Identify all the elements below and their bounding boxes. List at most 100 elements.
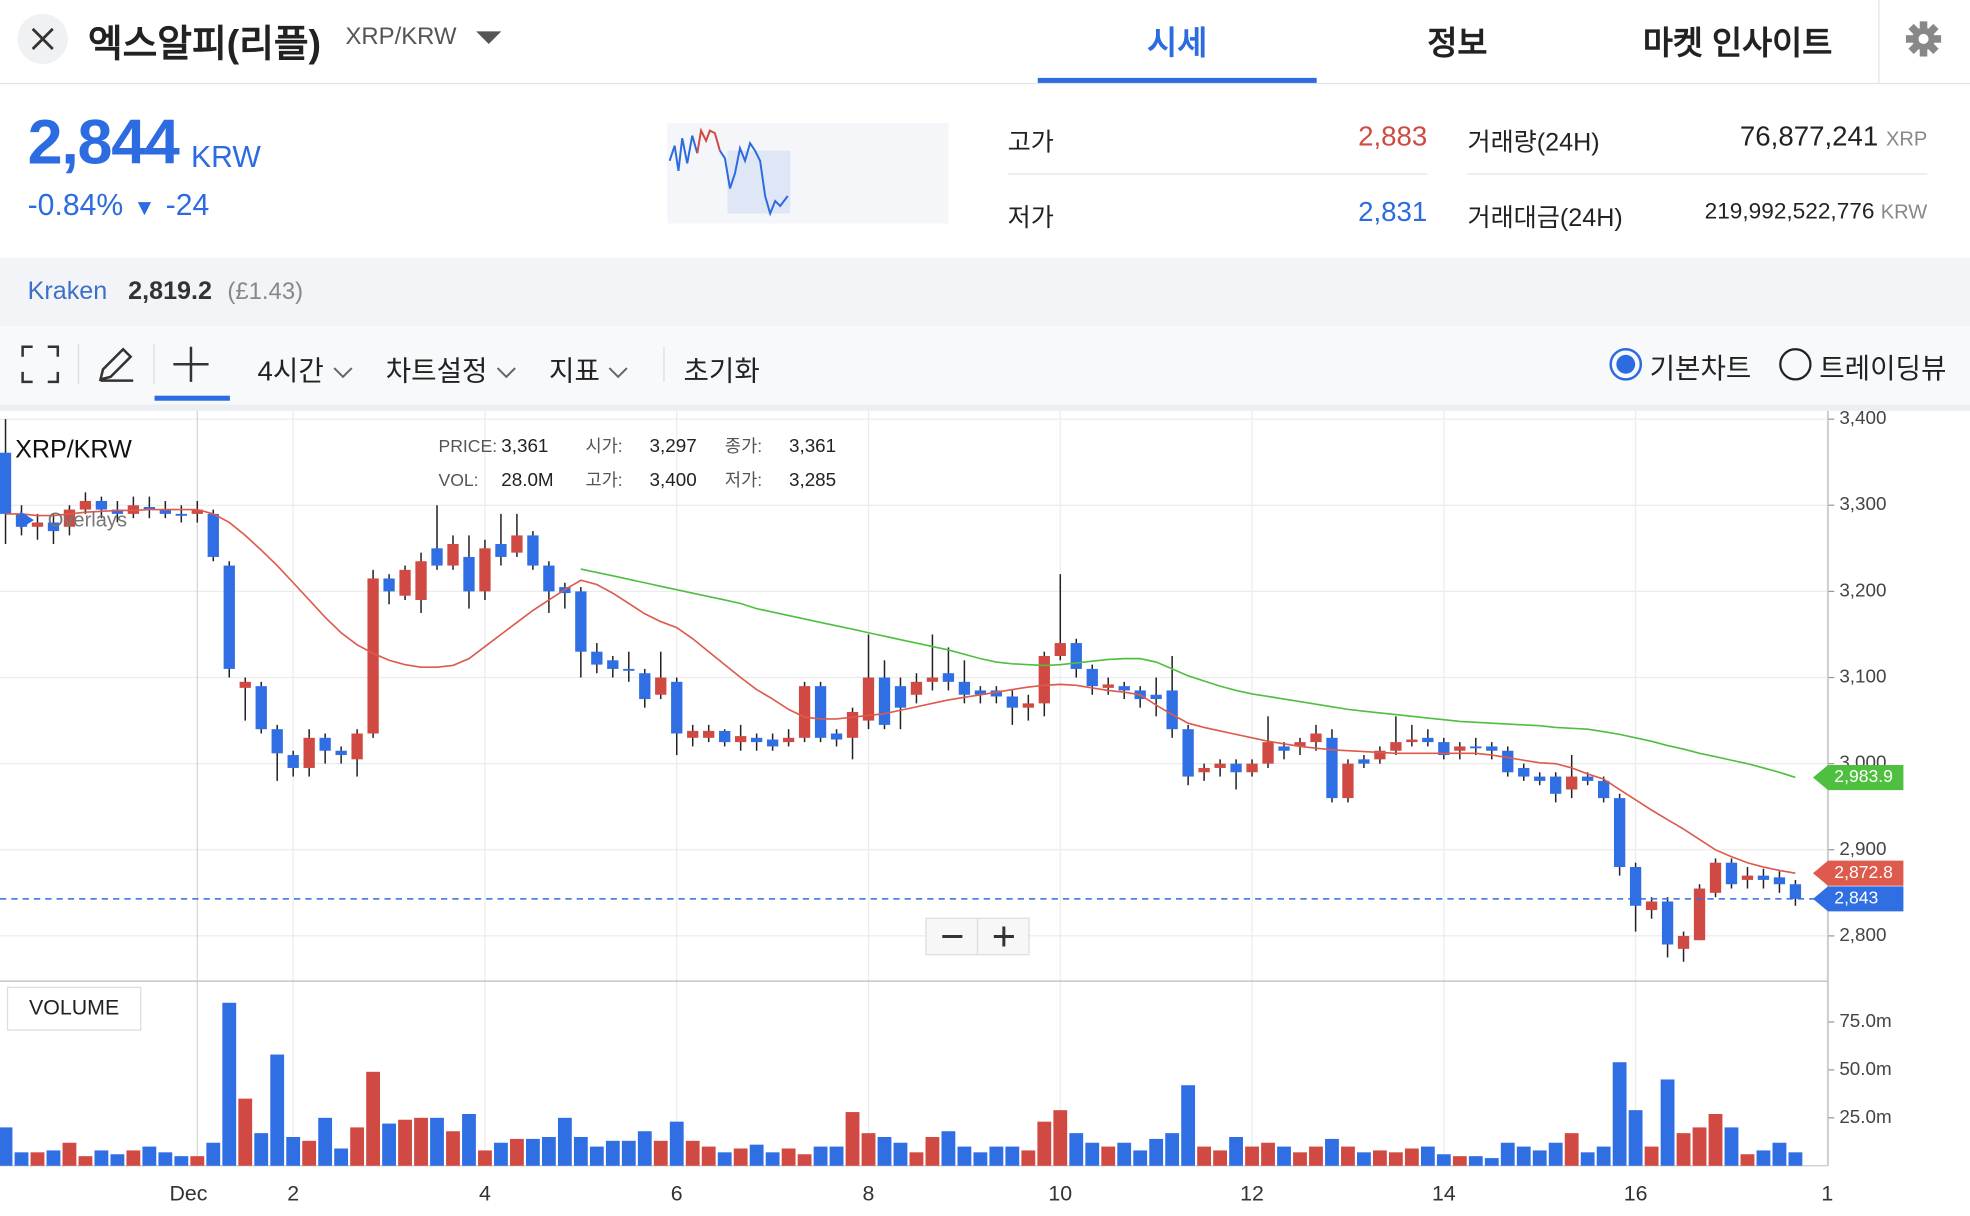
tab-indicator	[1037, 77, 1317, 83]
candle-body	[846, 711, 859, 738]
overlay-toggle	[20, 511, 34, 529]
radio[interactable]	[1778, 347, 1813, 382]
volume-bar	[1325, 1138, 1339, 1166]
volume-bar	[749, 1144, 764, 1166]
volume-bar	[1420, 1146, 1435, 1166]
candle-body	[431, 548, 443, 566]
dropdown-icon[interactable]	[474, 28, 504, 48]
y-tick-label: 25.0m	[1839, 1106, 1891, 1127]
candle-body	[415, 561, 427, 601]
fullscreen-icon[interactable]	[20, 344, 60, 384]
tab[interactable]: 마켓 인사이트	[1642, 23, 1833, 62]
candle-body	[1709, 862, 1722, 893]
x-tick-label: 6	[671, 1181, 683, 1205]
volume-bar	[1724, 1127, 1739, 1166]
volume-bar	[1772, 1142, 1787, 1166]
candle-body	[1566, 776, 1578, 790]
candle-body	[1246, 763, 1258, 773]
candle-body	[687, 730, 699, 738]
volume-bar	[541, 1136, 556, 1166]
tab[interactable]: 정보	[1427, 23, 1488, 62]
draw-icon[interactable]	[95, 344, 135, 384]
candle-body	[782, 737, 795, 743]
candle-body	[1278, 746, 1290, 751]
interval-select[interactable]: 4시간	[258, 349, 354, 389]
exchange-price: 2,819.2	[128, 277, 212, 306]
candle-body	[1198, 767, 1210, 773]
volume-bar	[350, 1127, 365, 1166]
volume-bar	[1756, 1150, 1771, 1166]
volume-bar	[1516, 1146, 1531, 1166]
candle-body	[591, 651, 603, 665]
crosshair-icon[interactable]	[171, 344, 211, 384]
volume-bar	[1085, 1142, 1100, 1166]
candle-body	[527, 535, 539, 566]
stat-unit: XRP	[1885, 129, 1928, 151]
price-tag	[1812, 860, 1904, 886]
stat-number: 219,992,522,776	[1704, 198, 1875, 224]
candle-body	[1262, 742, 1274, 764]
volume-bar	[1436, 1154, 1451, 1166]
volume-bar	[142, 1146, 157, 1166]
candle-body	[607, 660, 619, 669]
tab[interactable]: 시세	[1147, 23, 1208, 62]
chart-title: XRP/KRW	[15, 436, 132, 464]
volume-bar	[1277, 1146, 1291, 1166]
candle-body	[351, 733, 363, 760]
info-label: 고가:	[585, 470, 622, 490]
info-label: 종가:	[725, 436, 762, 456]
separator	[153, 344, 155, 385]
volume-bar	[1628, 1110, 1643, 1166]
volume-bar	[813, 1146, 828, 1166]
mode-label[interactable]: 트레이딩뷰	[1819, 352, 1947, 385]
volume-bar	[1388, 1152, 1403, 1166]
volume-bar	[797, 1154, 812, 1166]
reset-button[interactable]: 초기화	[683, 355, 760, 387]
volume-bar	[366, 1071, 381, 1166]
candle-body	[942, 673, 955, 682]
exchange-bar	[0, 257, 1970, 327]
volume-bar	[1005, 1146, 1020, 1166]
candle-body	[319, 737, 331, 751]
y-tick-label: 3,300	[1839, 493, 1886, 514]
volume-bar	[1596, 1146, 1611, 1166]
overlays-label: Overlays	[48, 510, 127, 532]
candle-body	[1406, 739, 1418, 743]
candle-body	[990, 690, 1003, 697]
indicator-select[interactable]: 지표	[549, 349, 630, 389]
candle-body	[63, 509, 76, 527]
candle-body	[303, 737, 315, 768]
radio-checked[interactable]	[1608, 347, 1643, 382]
x-tick-label: 8	[863, 1181, 875, 1205]
volume-bar	[126, 1150, 141, 1166]
info-label: 시가:	[585, 436, 622, 456]
volume-bar	[222, 1002, 237, 1166]
volume-bar	[1644, 1146, 1659, 1166]
mode-label[interactable]: 기본차트	[1649, 352, 1752, 385]
candle-body	[1438, 742, 1450, 756]
volume-bar	[1532, 1150, 1547, 1166]
volume-bar	[1580, 1152, 1595, 1166]
volume-title-box	[6, 986, 142, 1031]
candle-body	[383, 578, 395, 592]
volume-bar	[1357, 1152, 1371, 1166]
volume-bar	[110, 1154, 125, 1166]
candle-body	[47, 522, 60, 532]
volume-bar	[589, 1146, 604, 1166]
volume-bar	[46, 1150, 61, 1166]
settings-select[interactable]: 차트설정	[386, 349, 518, 389]
candle-body	[814, 686, 827, 738]
volume-bar	[957, 1146, 972, 1166]
settings-icon[interactable]	[1904, 20, 1943, 58]
x-tick-label: 12	[1240, 1181, 1264, 1205]
price-tag	[1812, 886, 1904, 912]
zoom-controls[interactable]	[925, 917, 1030, 956]
candle-body	[1038, 655, 1050, 704]
volume-bar	[462, 1113, 476, 1166]
exchange-name[interactable]: Kraken	[27, 277, 108, 306]
close-button[interactable]	[16, 13, 69, 66]
x-tick-label: Dec	[170, 1181, 208, 1205]
volume-bar	[941, 1131, 956, 1166]
candle-body	[910, 681, 923, 695]
candle-body	[830, 733, 843, 740]
